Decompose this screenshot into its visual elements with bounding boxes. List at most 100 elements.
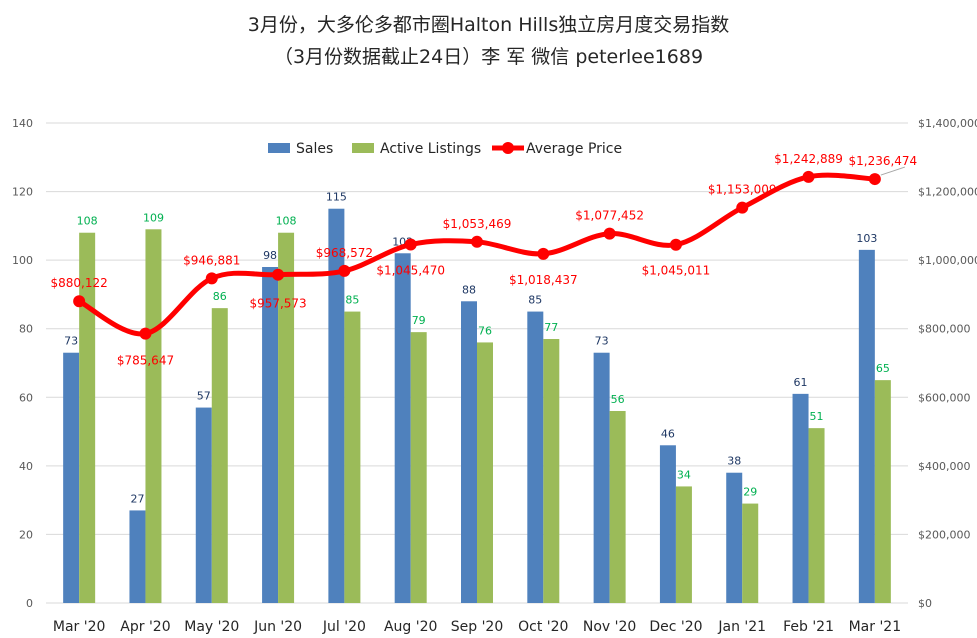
average-price-point: [404, 238, 417, 251]
sales-bar: [593, 352, 610, 603]
sales-bar: [659, 445, 676, 603]
sales-bar: [328, 208, 345, 603]
x-tick-label: Apr '20: [120, 619, 170, 635]
y-right-tick-label: $400,000: [918, 460, 971, 473]
listings-data-label: 79: [412, 314, 426, 327]
sales-data-label: 61: [794, 376, 808, 389]
average-price-point: [868, 173, 881, 186]
average-price-point: [272, 268, 285, 281]
average-price-point: [603, 227, 616, 240]
average-price-point: [471, 235, 483, 248]
chart-subtitle: （3月份数据截止24日）李 军 微信 peterlee1689: [273, 46, 704, 68]
y-left-tick-label: 40: [19, 460, 33, 473]
listings-bar: [609, 411, 626, 603]
listings-data-label: 77: [544, 321, 558, 334]
average-price-label: $1,242,889: [774, 152, 843, 166]
y-left-tick-label: 100: [12, 254, 33, 267]
sales-bar: [726, 472, 743, 603]
y-left-tick-label: 80: [19, 323, 33, 336]
listings-bar: [742, 503, 759, 603]
y-right-tick-label: $800,000: [918, 323, 971, 336]
sales-data-label: 38: [727, 455, 741, 468]
sales-data-label: 57: [197, 390, 211, 403]
legend-swatch-sales: [268, 143, 290, 153]
y-left-tick-label: 20: [19, 528, 33, 541]
sales-data-label: 85: [528, 294, 542, 307]
y-left-tick-label: 60: [19, 391, 33, 404]
sales-data-label: 73: [595, 335, 609, 348]
listings-bar: [344, 311, 361, 603]
x-tick-label: May '20: [184, 619, 239, 635]
average-price-label: $1,053,469: [443, 217, 512, 231]
average-price-point: [73, 295, 86, 308]
y-right-tick-label: $600,000: [918, 391, 971, 404]
average-price-label: $968,572: [316, 246, 373, 260]
sales-data-label: 98: [263, 249, 277, 262]
listings-data-label: 85: [345, 294, 359, 307]
x-tick-label: Jul '20: [322, 619, 366, 635]
y-right-tick-label: $1,200,000: [918, 186, 977, 199]
sales-bar: [129, 510, 146, 603]
listings-data-label: 76: [478, 324, 492, 337]
sales-bar: [792, 393, 809, 603]
x-tick-label: Sep '20: [451, 619, 504, 635]
listings-data-label: 108: [77, 215, 98, 228]
sales-data-label: 46: [661, 427, 675, 440]
average-price-point: [736, 201, 749, 214]
listings-bar: [211, 308, 228, 603]
y-left-tick-label: 0: [26, 597, 33, 610]
y-right-tick-label: $1,000,000: [918, 254, 977, 267]
average-price-point: [669, 238, 682, 251]
average-price-point: [338, 264, 351, 277]
sales-bar: [262, 267, 279, 603]
listings-data-label: 34: [677, 468, 691, 481]
sales-bar: [858, 249, 875, 603]
listings-bar: [874, 380, 891, 603]
listings-data-label: 65: [876, 362, 890, 375]
listings-bar: [410, 332, 427, 603]
y-right-tick-label: $0: [918, 597, 932, 610]
sales-bar: [394, 253, 411, 604]
legend-label-price: Average Price: [526, 141, 622, 157]
sales-data-label: 115: [326, 191, 347, 204]
average-price-point: [802, 170, 815, 183]
sales-data-label: 103: [856, 232, 877, 245]
x-tick-label: Mar '20: [53, 619, 106, 635]
x-tick-label: Jan '21: [717, 619, 766, 635]
sales-data-label: 88: [462, 283, 476, 296]
x-tick-label: Oct '20: [518, 619, 568, 635]
average-price-label: $1,018,437: [509, 273, 578, 287]
listings-bar: [79, 232, 96, 603]
listings-bar: [543, 339, 560, 603]
legend-swatch-price-marker: [502, 142, 514, 154]
listings-data-label: 108: [276, 215, 297, 228]
average-price-label: $880,122: [51, 276, 108, 290]
average-price-label: $1,153,009: [708, 183, 777, 197]
legend-label-listings: Active Listings: [380, 141, 481, 157]
average-price-label: $1,077,452: [575, 209, 644, 223]
average-price-point: [139, 327, 152, 340]
listings-bar: [675, 486, 692, 603]
y-left-tick-label: 120: [12, 186, 33, 199]
y-left-tick-label: 140: [12, 117, 33, 130]
average-price-label: $1,236,474: [848, 154, 917, 168]
average-price-label: $957,573: [249, 297, 306, 311]
sales-bar: [527, 311, 544, 603]
listings-bar: [808, 428, 825, 603]
listings-data-label: 29: [743, 486, 757, 499]
chart-title: 3月份，大多伦多都市圈Halton Hills独立房月度交易指数: [247, 14, 730, 36]
y-right-tick-label: $200,000: [918, 528, 971, 541]
listings-bar: [145, 229, 162, 604]
listings-bar: [477, 342, 493, 603]
sales-data-label: 27: [130, 492, 144, 505]
listings-data-label: 86: [213, 290, 227, 303]
x-tick-label: Dec '20: [649, 619, 702, 635]
listings-data-label: 109: [143, 211, 164, 224]
average-price-label: $1,045,470: [376, 264, 445, 278]
listings-data-label: 51: [810, 410, 824, 423]
y-right-tick-label: $1,400,000: [918, 117, 977, 130]
average-price-point: [537, 247, 550, 260]
legend-label-sales: Sales: [296, 141, 333, 157]
average-price-label: $1,045,011: [642, 264, 711, 278]
